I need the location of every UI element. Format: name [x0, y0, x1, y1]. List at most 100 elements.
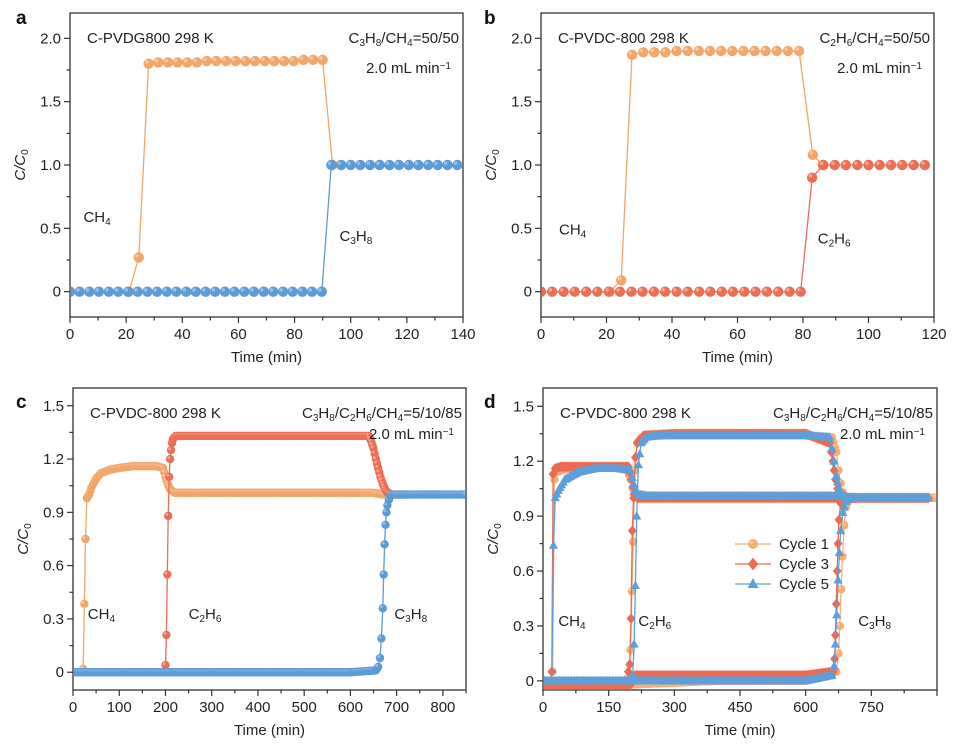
- marker-highlight: [105, 288, 109, 292]
- x-tick-label: 200: [153, 699, 178, 716]
- data-point: [307, 54, 319, 66]
- data-point: [569, 286, 580, 297]
- marker-ball: [298, 54, 309, 66]
- sample-condition-label: C-PVDG800 298 K: [87, 30, 214, 47]
- x-tick-label: 300: [662, 699, 687, 716]
- y-axis-title-subscript: 0: [20, 149, 31, 155]
- marker-highlight: [559, 288, 564, 292]
- formula-subscript: 6: [845, 239, 851, 250]
- data-point: [461, 490, 465, 499]
- marker-ball: [738, 45, 749, 57]
- data-point: [373, 662, 383, 672]
- marker-ball: [201, 55, 212, 67]
- data-point: [380, 540, 389, 549]
- marker-ball: [592, 286, 603, 297]
- marker-highlight: [661, 48, 666, 53]
- marker-ball: [616, 275, 627, 286]
- marker-ball: [103, 286, 114, 297]
- data-point: [143, 58, 154, 69]
- data-point: [671, 286, 682, 297]
- marker-ball: [626, 49, 638, 60]
- sample-condition-label: C-PVDC-800 298 K: [90, 405, 221, 422]
- marker-ball: [162, 57, 174, 68]
- data-point: [219, 286, 231, 297]
- x-tick-label: 140: [450, 326, 475, 343]
- chart-panel-c: c0 100 200 300 400 500 600 700 80000.30.60.91.21…: [15, 387, 467, 739]
- data-point: [772, 286, 784, 297]
- data-point: [829, 159, 840, 171]
- marker-highlight: [250, 288, 254, 292]
- data-point: [393, 159, 405, 171]
- data-point: [818, 159, 829, 171]
- formula-subscript: 4: [398, 413, 404, 424]
- marker-ball: [603, 286, 614, 297]
- formula-subscript: 8: [367, 236, 373, 247]
- marker-ball: [277, 286, 289, 297]
- marker-highlight: [308, 288, 312, 292]
- x-tick-label: 600: [338, 699, 363, 716]
- marker-highlight: [864, 161, 869, 165]
- marker-highlight: [605, 288, 609, 292]
- marker-ball: [74, 286, 85, 297]
- marker-highlight: [168, 447, 172, 451]
- plot-area: [74, 431, 465, 677]
- marker-ball: [93, 286, 105, 297]
- data-point: [671, 45, 682, 57]
- marker-highlight: [114, 288, 119, 292]
- marker-highlight: [231, 57, 236, 62]
- marker-ball: [782, 45, 794, 57]
- formula-subscript: 4: [109, 614, 115, 625]
- data-point: [378, 604, 387, 613]
- data-point: [152, 57, 164, 68]
- data-point: [908, 159, 919, 171]
- marker-highlight: [934, 494, 936, 498]
- marker-highlight: [288, 288, 293, 292]
- formula-subscript: 6: [366, 413, 372, 424]
- marker-highlight: [617, 276, 622, 281]
- marker-highlight: [784, 47, 788, 51]
- marker-highlight: [230, 288, 235, 292]
- data-point: [277, 286, 289, 297]
- data-point: [268, 286, 279, 297]
- x-tick-label: 0: [69, 699, 77, 716]
- data-point: [211, 55, 222, 67]
- data-point: [542, 286, 547, 297]
- series-line: [544, 497, 936, 686]
- data-point: [298, 54, 309, 66]
- marker-ball: [727, 45, 738, 57]
- marker-ball: [297, 286, 308, 297]
- marker-ball: [693, 45, 705, 57]
- marker-ball: [306, 286, 318, 297]
- data-point: [625, 659, 635, 670]
- marker-ball: [209, 286, 221, 297]
- data-point: [317, 54, 328, 66]
- data-point: [626, 613, 636, 624]
- y-axis-title: C/C0: [485, 523, 504, 555]
- data-point: [164, 511, 173, 521]
- marker-ball: [230, 55, 241, 67]
- marker-highlight: [921, 161, 925, 165]
- data-point: [422, 159, 434, 171]
- flow-rate-text: 2.0 mL min: [369, 426, 443, 443]
- marker-highlight: [661, 288, 666, 292]
- y-tick-label: 0.3: [43, 611, 64, 628]
- marker-ball: [172, 57, 183, 68]
- marker-ball: [161, 286, 173, 297]
- data-point: [374, 159, 385, 171]
- marker-highlight: [385, 161, 390, 165]
- gas-label: C3H8: [394, 606, 427, 625]
- data-point: [113, 286, 124, 297]
- x-tick-label: 60: [230, 326, 247, 343]
- y-axis-title: C/C0: [15, 523, 34, 555]
- gas-label: CH4: [559, 222, 587, 241]
- y-axis-title-part: C/C: [15, 529, 32, 555]
- data-point: [71, 286, 76, 297]
- x-tick-label: 80: [286, 326, 303, 343]
- data-point: [345, 159, 356, 171]
- marker-ball: [181, 286, 192, 297]
- gas-composition-label: C3H8/C2H6/CH4=5/10/85: [302, 405, 462, 424]
- marker-ball: [317, 54, 328, 66]
- formula-subscript: 4: [581, 230, 587, 241]
- marker-ball: [164, 472, 174, 482]
- data-point: [381, 520, 390, 529]
